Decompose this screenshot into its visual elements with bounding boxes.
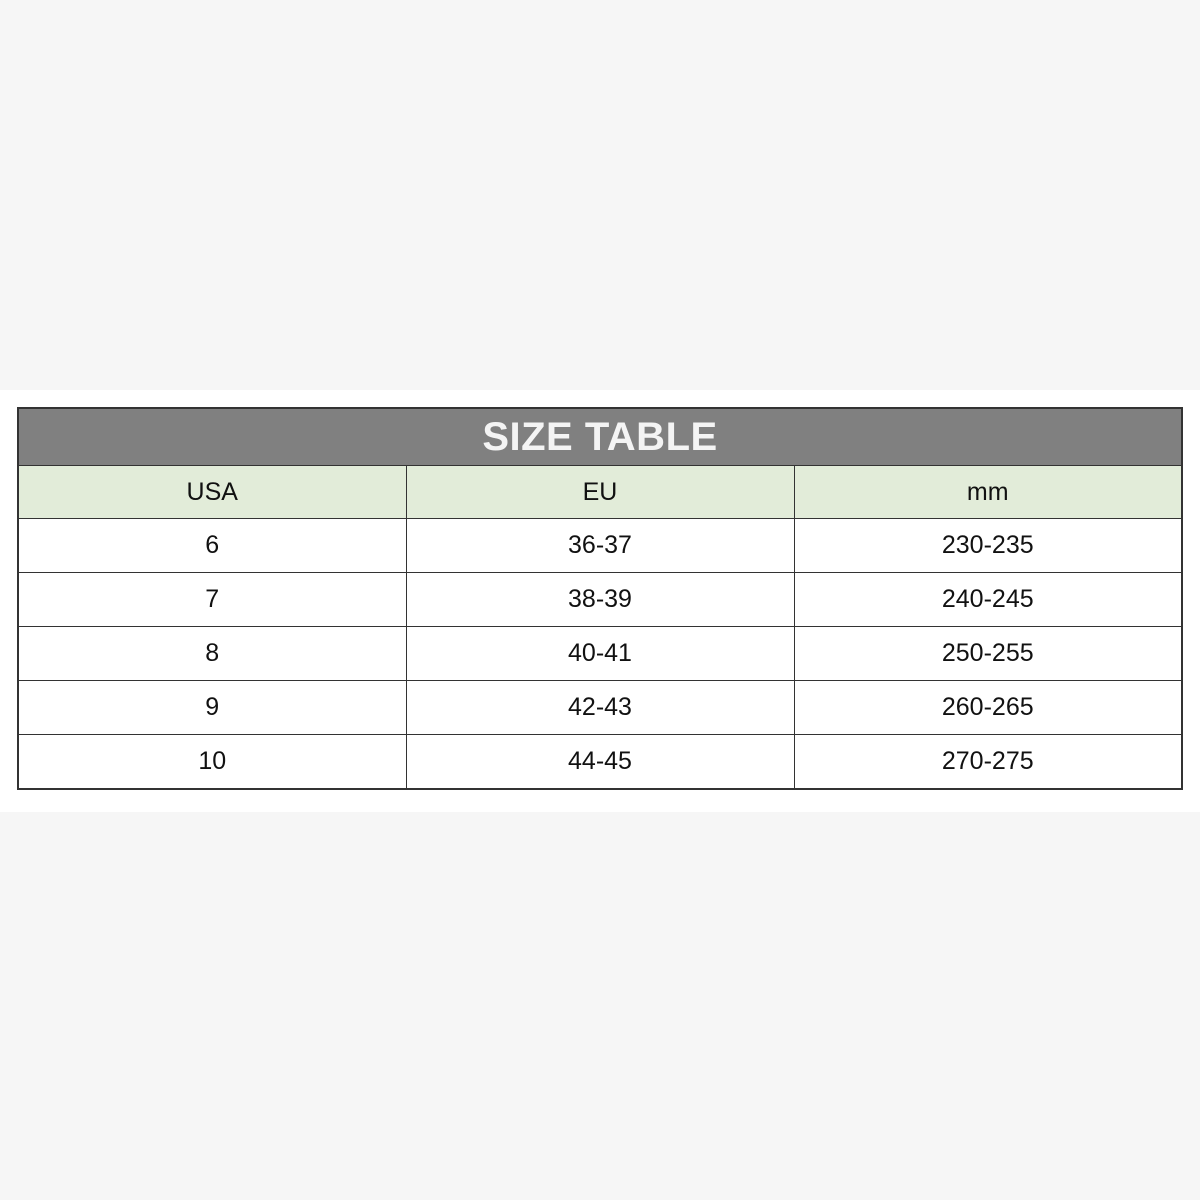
- cell-usa: 6: [17, 518, 407, 573]
- cell-usa: 10: [17, 734, 407, 790]
- cell-mm: 260-265: [793, 680, 1183, 735]
- table-row: 7 38-39 240-245: [17, 572, 1183, 627]
- cell-usa: 9: [17, 680, 407, 735]
- column-header-eu: EU: [405, 465, 795, 519]
- table-row: 6 36-37 230-235: [17, 518, 1183, 573]
- cell-eu: 40-41: [405, 626, 795, 681]
- cell-mm: 230-235: [793, 518, 1183, 573]
- cell-mm: 270-275: [793, 734, 1183, 790]
- header-row: USA EU mm: [17, 465, 1183, 519]
- cell-eu: 44-45: [405, 734, 795, 790]
- cell-mm: 240-245: [793, 572, 1183, 627]
- cell-mm: 250-255: [793, 626, 1183, 681]
- column-header-mm: mm: [793, 465, 1183, 519]
- size-table: SIZE TABLE USA EU mm 6 36-37 230-235 7 38-3…: [17, 407, 1183, 790]
- table-title: SIZE TABLE: [17, 407, 1183, 466]
- table-row: 10 44-45 270-275: [17, 734, 1183, 790]
- table-row: 8 40-41 250-255: [17, 626, 1183, 681]
- cell-eu: 38-39: [405, 572, 795, 627]
- table-row: 9 42-43 260-265: [17, 680, 1183, 735]
- cell-usa: 7: [17, 572, 407, 627]
- cell-eu: 36-37: [405, 518, 795, 573]
- cell-usa: 8: [17, 626, 407, 681]
- cell-eu: 42-43: [405, 680, 795, 735]
- column-header-usa: USA: [17, 465, 407, 519]
